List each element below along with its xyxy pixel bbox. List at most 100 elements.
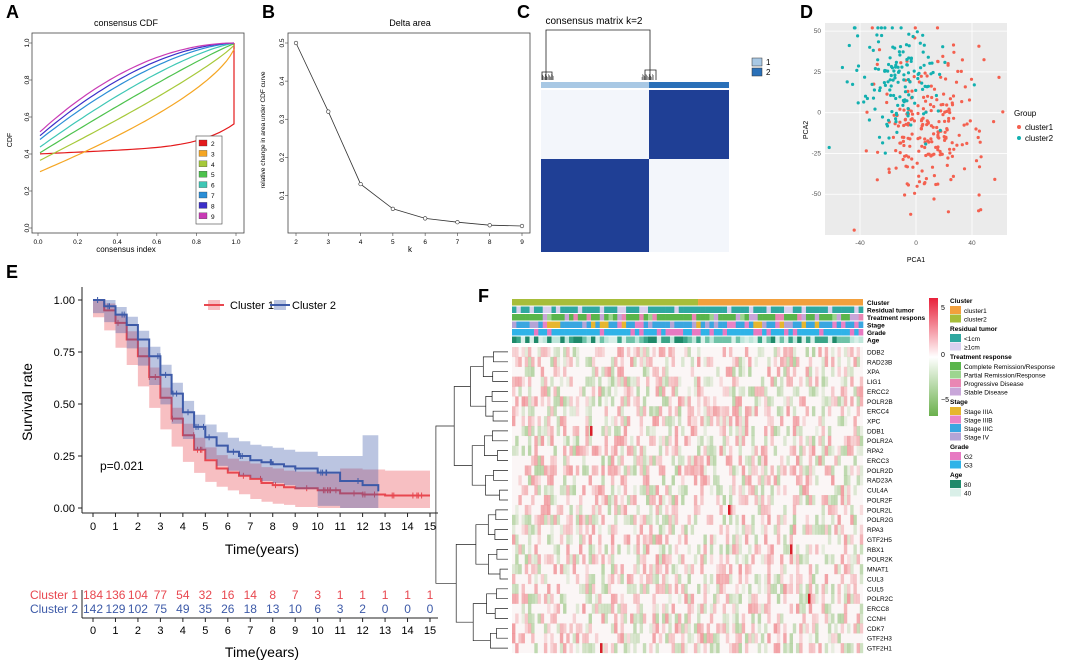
panel-d-point [873, 107, 877, 111]
panel-f-heat-cell [617, 633, 621, 644]
panel-f-annot-cell [718, 336, 723, 343]
panel-f-heat-cell [636, 396, 640, 407]
panel-d-point [924, 99, 928, 103]
panel-f-heat-cell [591, 465, 596, 476]
panel-d-point [993, 177, 997, 181]
panel-e-ytick-label: 1.00 [54, 295, 75, 307]
panel-e-risk-value: 7 [292, 588, 299, 602]
panel-f-heat-cell [630, 583, 634, 594]
panel-f-heat-cell [856, 425, 861, 437]
panel-f-heat-cell [847, 583, 851, 594]
panel-f-heat-cell [757, 396, 762, 407]
panel-f-heat-cell [601, 514, 605, 525]
panel-f-heat-cell [843, 613, 848, 624]
panel-f-annot-cell [674, 329, 680, 336]
panel-f-heat-cell [706, 633, 711, 644]
panel-f-heat-cell [728, 643, 733, 654]
panel-f-heat-cell [661, 583, 666, 594]
panel-f-heat-cell [741, 514, 746, 525]
panel-f-heat-cell [783, 544, 787, 555]
panel-f-heat-cell [652, 495, 656, 506]
panel-f-heat-cell [805, 524, 809, 535]
panel-f-heat-cell [732, 386, 736, 397]
panel-f-heat-cell [780, 465, 784, 476]
panel-f-scale-label: 0 [941, 352, 945, 359]
panel-f-heat-cell [547, 347, 551, 358]
panel-f-heat-cell [668, 347, 672, 358]
panel-f-heat-outlier [728, 504, 731, 515]
panel-f-heat-cell [827, 396, 832, 407]
panel-f-heat-cell [652, 613, 656, 624]
panel-d-point [894, 149, 898, 153]
panel-d-point [935, 98, 939, 102]
panel-d-point [950, 154, 955, 158]
panel-d-point [888, 88, 892, 92]
panel-f-annot-cell [608, 321, 614, 328]
panel-f-heat-cell [559, 504, 564, 516]
panel-f-annot-cell [757, 336, 763, 343]
panel-f-heat-cell [610, 356, 615, 367]
panel-f-annot-cell [542, 336, 548, 343]
panel-f-heat-cell [786, 366, 790, 377]
panel-f-heat-cell [620, 633, 624, 644]
panel-f-annot-cell [639, 321, 644, 328]
panel-f-heat-cell [531, 554, 535, 565]
panel-f-annot-cell [709, 321, 715, 328]
panel-e-risk-xlabel: Time(years) [225, 644, 299, 660]
panel-d-point [888, 78, 892, 82]
panel-f-annot-cell [841, 329, 846, 336]
panel-e-risk-xtick-label: 10 [312, 625, 324, 637]
panel-d-point [938, 149, 942, 154]
panel-f-heat-cell [802, 465, 806, 476]
panel-f-annot-cell [801, 321, 807, 328]
panel-f-heat-cell [556, 583, 561, 594]
panel-d-point [924, 177, 929, 181]
panel-f-heat-cell [770, 485, 774, 496]
panel-e-risk-value: 49 [176, 602, 190, 616]
panel-f-heat-cell [639, 574, 644, 585]
panel-f-heat-cell [658, 435, 663, 446]
panel-d-point [945, 163, 949, 167]
panel-f-annot-cell [814, 336, 820, 343]
panel-f-heat-cell [566, 534, 570, 545]
panel-f-heat-cell [601, 475, 605, 486]
panel-f-heat-cell [658, 633, 663, 644]
panel-d-point [902, 108, 906, 112]
panel-f-legend-label: cluster2 [964, 317, 987, 324]
panel-f-heat-cell [582, 514, 586, 525]
panel-f-annot-cell [819, 314, 824, 321]
panel-f-heat-cell [658, 504, 663, 516]
panel-f-heat-cell [799, 593, 803, 604]
panel-f-annot-cell [573, 306, 579, 313]
panel-f-heat-cell [716, 406, 720, 417]
panel-f-heat-cell [617, 425, 621, 437]
panel-f-annot-cell [726, 306, 732, 313]
panel-f-heat-cell [776, 475, 781, 486]
panel-f-heat-cell [633, 613, 637, 624]
panel-f-heat-cell [728, 514, 733, 525]
panel-a-ytick-label: 0.6 [24, 112, 31, 121]
panel-f-annot-cell [678, 336, 684, 343]
panel-f-heat-cell [808, 583, 813, 594]
panel-f-annot-cell [590, 306, 596, 313]
panel-f-annot-cell [586, 314, 592, 321]
panel-d-point [878, 88, 882, 93]
panel-f-annot-cell [538, 314, 544, 321]
panel-d-point [907, 93, 911, 97]
panel-f-heat-cell [661, 475, 666, 486]
panel-f-heat-cell [741, 465, 746, 476]
panel-f-heat-cell [735, 534, 739, 545]
panel-f-heat-cell [824, 347, 829, 358]
panel-d-point [938, 128, 942, 132]
panel-f-heat-cell [639, 485, 644, 496]
panel-f-annot-cell [643, 314, 649, 321]
panel-d-point [883, 68, 887, 73]
panel-f-heat-cell [795, 564, 800, 575]
panel-f-heat-cell [601, 603, 605, 614]
panel-d-legend-title: Group [1014, 109, 1037, 118]
panel-f-heat-cell [620, 593, 624, 604]
panel-f-heat-cell [827, 445, 832, 456]
panel-f-heat-cell [518, 356, 522, 367]
panel-f-heat-cell [760, 347, 765, 358]
panel-f-heat-cell [719, 524, 723, 535]
